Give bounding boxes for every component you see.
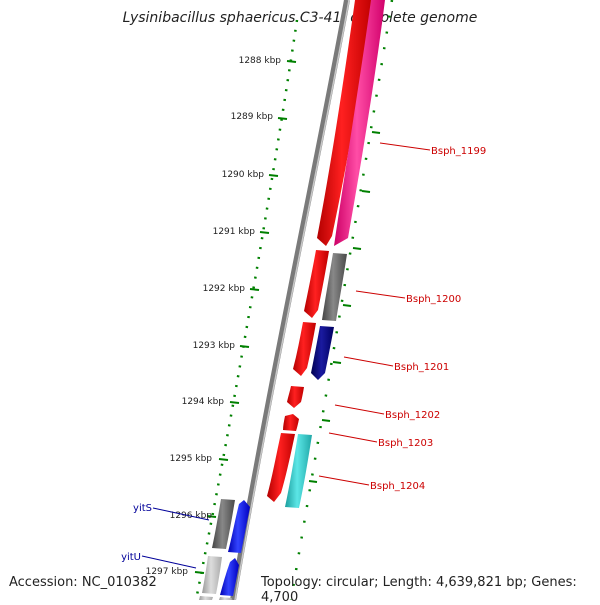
ruler-tick-label: 1297 kbp [146, 567, 189, 577]
ruler-tick [239, 345, 250, 348]
outer-tick [371, 131, 381, 134]
gene-label-leader [334, 404, 385, 415]
gene-feature-blue [220, 558, 239, 596]
outer-track-ticks [308, 131, 381, 483]
gene-feature-lightgray [219, 597, 232, 600]
gene-feature-red [267, 433, 295, 502]
gene-label-leader [152, 507, 210, 521]
ruler-tick-label: 1290 kbp [222, 170, 265, 180]
ruler-tick [229, 401, 240, 404]
ruler-tick [218, 458, 229, 461]
gene-label: yitS [133, 503, 152, 514]
gene-label: Bsph_1203 [378, 438, 433, 449]
gene-feature-red [317, 0, 372, 246]
gene-feature-pink [334, 0, 385, 246]
ruler-tick-label: 1294 kbp [182, 397, 225, 407]
gene-feature-lightgray [199, 596, 213, 600]
ruler-tick [249, 288, 260, 291]
gene-label-leader [141, 555, 197, 569]
ruler-tick-label: 1291 kbp [213, 227, 256, 237]
gene-label: yitU [121, 552, 141, 563]
gene-label: Bsph_1199 [431, 146, 486, 157]
gene-label: Bsph_1200 [406, 294, 461, 305]
ruler-tick [286, 60, 297, 63]
gene-feature-blue [228, 500, 250, 553]
outer-tick [308, 480, 318, 483]
outer-tick [361, 190, 371, 193]
map-title: Lysinibacillus sphaericus C3-41, complet… [122, 10, 478, 26]
outer-tick [352, 247, 362, 250]
gene-feature-red [283, 414, 299, 431]
ruler-tick [206, 515, 217, 518]
ruler-tick-label: 1289 kbp [231, 112, 274, 122]
outer-tick [332, 361, 342, 364]
ruler-tick [277, 117, 288, 120]
gene-label: Bsph_1202 [385, 410, 440, 421]
gene-label-leader [343, 356, 394, 367]
topology-summary-text: Topology: circular; Length: 4,639,821 bp… [261, 575, 577, 605]
outer-tick [342, 304, 352, 307]
gene-feature-lightgray [202, 556, 222, 594]
gene-feature-cyan [285, 434, 312, 508]
outer-track-arc [289, 0, 394, 600]
gene-label-leader [318, 475, 370, 486]
gene-label-leader [328, 432, 378, 443]
ruler-tick-label: 1293 kbp [193, 341, 236, 351]
gene-feature-red [293, 322, 316, 376]
ruler-tick [268, 174, 279, 177]
gene-feature-red [304, 250, 329, 318]
accession-text: Accession: NC_010382 [9, 575, 157, 590]
ruler-tick [259, 231, 270, 234]
outer-tick [321, 419, 331, 422]
ruler-tick [194, 571, 205, 574]
gene-label: Bsph_1204 [370, 481, 425, 492]
ruler-tick-label: 1295 kbp [170, 454, 213, 464]
gene-label-leader [355, 290, 406, 299]
gene-feature-gray [322, 253, 347, 321]
gene-label: Bsph_1201 [394, 362, 449, 373]
backbone-ring-highlight [234, 0, 350, 600]
gene-feature-navy [311, 326, 334, 380]
gene-feature-gray [212, 499, 235, 549]
ruler-tick-label: 1288 kbp [239, 56, 282, 66]
ruler-tick-label: 1292 kbp [203, 284, 246, 294]
gene-feature-red [287, 386, 304, 408]
gene-label-leader [379, 142, 431, 151]
